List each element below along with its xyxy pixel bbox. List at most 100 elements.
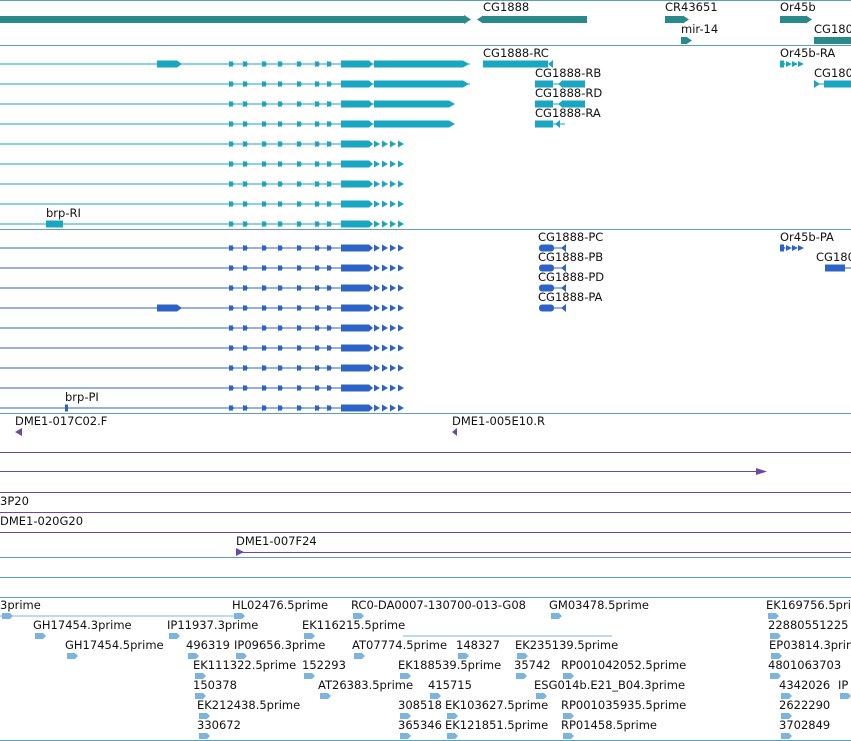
est-marker[interactable]: [563, 713, 574, 719]
est-label[interactable]: EK235139.5prime: [515, 638, 618, 652]
protein-label[interactable]: CG1888-PC: [538, 230, 603, 244]
est-label[interactable]: EK116215.5prime: [302, 618, 405, 632]
CG1888-RC-exon[interactable]: [483, 60, 548, 68]
gene-label[interactable]: CG180: [814, 22, 851, 36]
est-label[interactable]: 308518: [398, 698, 442, 712]
gene-CG1888-bar[interactable]: [483, 16, 587, 23]
est-label[interactable]: IP: [838, 678, 848, 692]
est-label[interactable]: GH17454.3prime: [33, 618, 132, 632]
exon-block[interactable]: [341, 344, 369, 352]
transcript-label[interactable]: Or45b-RA: [780, 46, 835, 60]
exon-block[interactable]: [341, 404, 369, 412]
protein-block[interactable]: [539, 264, 554, 272]
est-marker[interactable]: [770, 633, 781, 639]
est-marker[interactable]: [35, 633, 46, 639]
est-marker[interactable]: [169, 633, 180, 639]
CG18-protein[interactable]: [825, 264, 845, 272]
est-label[interactable]: 152293: [302, 658, 346, 672]
est-label[interactable]: 150378: [193, 678, 237, 692]
est-label[interactable]: RP001035935.5prime: [561, 698, 686, 712]
transcript-label[interactable]: CG1888-RD: [535, 86, 602, 100]
est-marker[interactable]: [2, 613, 13, 619]
clone-label[interactable]: DME1-020G20: [0, 514, 83, 528]
est-marker[interactable]: [517, 653, 528, 659]
exon-block[interactable]: [374, 80, 463, 88]
est-marker[interactable]: [447, 733, 458, 739]
est-label[interactable]: 3702849: [779, 718, 830, 732]
est-label[interactable]: RC0-DA0007-130700-013-G08: [351, 598, 526, 612]
exon-block[interactable]: [341, 160, 369, 168]
exon-block[interactable]: [341, 60, 369, 68]
est-marker[interactable]: [199, 733, 210, 739]
transcript-label[interactable]: CG180: [814, 66, 851, 80]
gene-CG18-bar[interactable]: [814, 37, 851, 44]
protein-label[interactable]: CG180: [816, 250, 851, 264]
exon-block[interactable]: [341, 324, 369, 332]
est-label[interactable]: GH17454.5prime: [65, 638, 164, 652]
protein-block[interactable]: [539, 244, 554, 252]
est-label[interactable]: IP09656.3prime: [234, 638, 325, 652]
est-marker[interactable]: [536, 693, 547, 699]
est-marker[interactable]: [447, 713, 458, 719]
exon-block[interactable]: [341, 364, 369, 372]
est-label[interactable]: HL02476.5prime: [232, 598, 328, 612]
gene-label[interactable]: mir-14: [681, 22, 718, 36]
exon-block[interactable]: [341, 284, 369, 292]
est-label[interactable]: 415715: [428, 678, 472, 692]
est-label[interactable]: 35742: [514, 658, 551, 672]
protein-label[interactable]: CG1888-PB: [538, 250, 603, 264]
est-marker[interactable]: [320, 693, 331, 699]
gene-mir-14-bar[interactable]: [681, 37, 686, 44]
est-marker[interactable]: [353, 613, 364, 619]
gene-brp-bar[interactable]: [0, 16, 464, 23]
exon-block[interactable]: [563, 100, 585, 108]
est-label[interactable]: EK103627.5prime: [445, 698, 548, 712]
protein-label[interactable]: brp-PI: [65, 390, 99, 404]
est-label[interactable]: EK188539.5prime: [398, 658, 501, 672]
clone-label[interactable]: 3P20: [0, 494, 29, 508]
exon-block[interactable]: [157, 304, 177, 312]
est-label[interactable]: 496319: [186, 638, 230, 652]
clone-long-marker[interactable]: [756, 468, 767, 475]
clone-017C02-marker[interactable]: [15, 428, 22, 436]
est-marker[interactable]: [768, 613, 779, 619]
protein-label[interactable]: CG1888-PA: [538, 290, 603, 304]
est-marker[interactable]: [188, 653, 199, 659]
gene-label[interactable]: CR43651: [665, 0, 718, 14]
est-marker[interactable]: [236, 653, 247, 659]
exon-block[interactable]: [341, 384, 369, 392]
est-label[interactable]: EK121851.5prime: [445, 718, 548, 732]
exon-block[interactable]: [341, 244, 369, 252]
est-marker[interactable]: [770, 673, 781, 679]
est-marker[interactable]: [400, 733, 411, 739]
est-label[interactable]: AT26383.5prime: [318, 678, 413, 692]
exon-block[interactable]: [535, 80, 553, 88]
protein-label[interactable]: Or45b-PA: [780, 230, 834, 244]
est-label[interactable]: 365346: [398, 718, 442, 732]
exon-block[interactable]: [341, 140, 369, 148]
est-label[interactable]: 330672: [197, 718, 241, 732]
est-marker[interactable]: [195, 693, 206, 699]
est-marker[interactable]: [199, 713, 210, 719]
exon-block[interactable]: [157, 60, 177, 68]
est-marker[interactable]: [354, 653, 365, 659]
protein-block[interactable]: [539, 284, 554, 292]
exon-block[interactable]: [341, 304, 369, 312]
est-label[interactable]: 3prime: [0, 598, 41, 612]
exon-block[interactable]: [563, 80, 585, 88]
est-marker[interactable]: [551, 613, 562, 619]
clone-label[interactable]: DME1-005E10.R: [452, 414, 545, 428]
est-label[interactable]: EK169756.5prime: [766, 598, 851, 612]
clone-markers[interactable]: [15, 428, 767, 556]
est-marker[interactable]: [781, 713, 792, 719]
brp-PI-start[interactable]: [65, 404, 68, 412]
est-marker[interactable]: [400, 713, 411, 719]
exon-block[interactable]: [341, 180, 369, 188]
est-label[interactable]: 2622290: [779, 698, 830, 712]
gene-label[interactable]: Or45b: [780, 0, 816, 14]
est-marker[interactable]: [458, 653, 469, 659]
est-marker[interactable]: [563, 733, 574, 739]
est-label[interactable]: ESG014b.E21_B04.3prime: [534, 678, 685, 692]
est-label[interactable]: RP01458.5prime: [561, 718, 657, 732]
est-label[interactable]: 148327: [456, 638, 500, 652]
